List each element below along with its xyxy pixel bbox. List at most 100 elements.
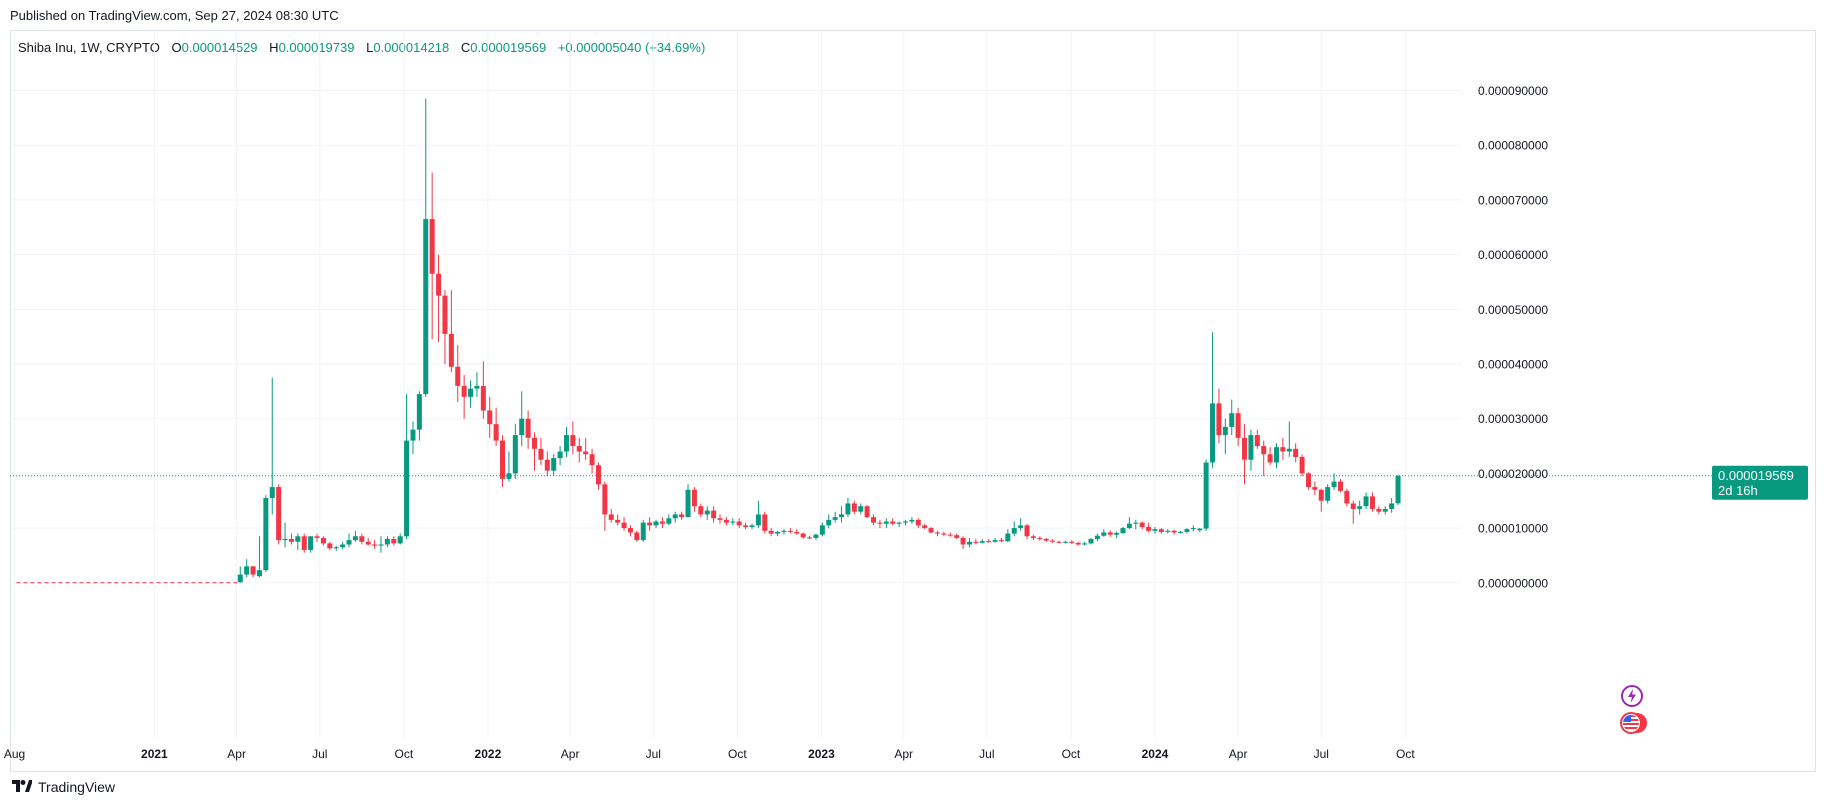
candle-up [1274,443,1280,468]
candle-body [557,451,563,459]
candle-body [372,544,378,546]
candle-body [480,385,486,411]
candle-up [653,519,659,529]
candle-down [359,533,365,545]
price-axis-label: 0.000060000 [1478,248,1548,262]
candle-body [1190,528,1196,530]
candle-down [1075,541,1081,546]
candle-up [730,518,736,526]
legend-close-value: 0.000019569 [470,40,547,55]
candle-down [602,481,608,531]
candle-body [1389,503,1395,509]
candle-down [288,533,294,545]
candle-down [480,361,486,419]
footer-brand[interactable]: TradingView [12,779,115,795]
candle-up [755,500,761,529]
candle-body [1101,532,1107,536]
candle-body [922,525,928,529]
candle-body [340,544,346,548]
candle-down [442,290,448,365]
candle-down [1350,500,1356,524]
legend-symbol[interactable]: Shiba Inu, 1W, CRYPTO [18,40,160,55]
candle-up [966,537,972,548]
candle-body [992,540,998,542]
candle-down [365,537,371,546]
time-axis-label: Jul [1314,747,1329,761]
tradingview-logo-icon [12,779,33,795]
candle-body [1363,496,1369,507]
candle-body [743,525,749,527]
candle-body [1344,490,1350,504]
candlestick-chart[interactable]: 0.000090000 0.000080000 0.000070000 0.00006… [0,0,1824,775]
candle-down [1242,424,1248,485]
candle-up [474,372,480,397]
candle-body [1107,532,1113,535]
candle-down [1139,521,1145,530]
candle-body [749,525,755,527]
candle-body [909,519,915,522]
candle-down [723,517,729,526]
candle-body [973,541,979,543]
candle-body [314,536,320,538]
candle-down [538,437,544,466]
candle-body [679,514,685,518]
price-axis: 0.000090000 0.000080000 0.000070000 0.00006… [1478,84,1548,590]
candle-body [877,522,883,524]
legend-close-label: C [460,40,471,55]
time-axis-label: 2021 [141,747,168,761]
candle-body [1005,533,1011,542]
candle-body [813,534,819,538]
candle-body [627,528,633,533]
candle-body [1018,525,1024,529]
candle-body [672,514,678,519]
time-axis-label: Oct [1396,747,1415,761]
candle-down [954,533,960,540]
candle-body [576,446,582,452]
candle-down [698,503,704,518]
lightning-icon[interactable] [1621,685,1643,707]
candle-body [717,518,723,520]
candle-up [845,498,851,518]
candle-up [269,377,275,515]
footer-brand-text: TradingView [38,779,116,795]
candle-up [244,559,250,578]
candle-down [877,519,883,529]
price-axis-label: 0.000050000 [1478,303,1548,317]
price-axis-label: 0.000030000 [1478,412,1548,426]
candle-down [487,396,493,438]
candle-body [819,525,825,535]
candle-up [896,521,902,527]
candle-body [1030,536,1036,538]
candle-body [730,521,736,523]
time-axis-label: Apr [1229,747,1248,761]
candle-body [941,533,947,535]
candle-body [1235,413,1241,438]
candle-body [807,537,813,539]
candle-body [346,540,352,545]
candle-body [333,547,339,549]
candle-down [570,421,576,455]
candle-down [768,528,774,537]
candle-body [934,532,940,534]
candle-up [1120,526,1126,535]
candle-up [1286,421,1292,457]
candle-down [998,537,1004,543]
candle-body [1299,456,1305,474]
candle-up [295,533,301,550]
candle-body [282,539,288,541]
candle-up [551,454,557,477]
us-flag-icon[interactable] [1619,711,1649,735]
candle-body [1043,539,1049,541]
time-axis-label: Oct [728,747,747,761]
candle-down [941,531,947,537]
candle-up [282,522,288,548]
candle-up [1363,492,1369,509]
candles [237,98,1401,583]
candle-body [1305,473,1311,488]
candle-down [1030,534,1036,541]
time-axis-label: Aug [4,747,25,761]
candle-body [851,503,857,512]
candle-down [1024,523,1030,540]
candle-down [1171,529,1177,535]
candle-body [1011,528,1017,534]
